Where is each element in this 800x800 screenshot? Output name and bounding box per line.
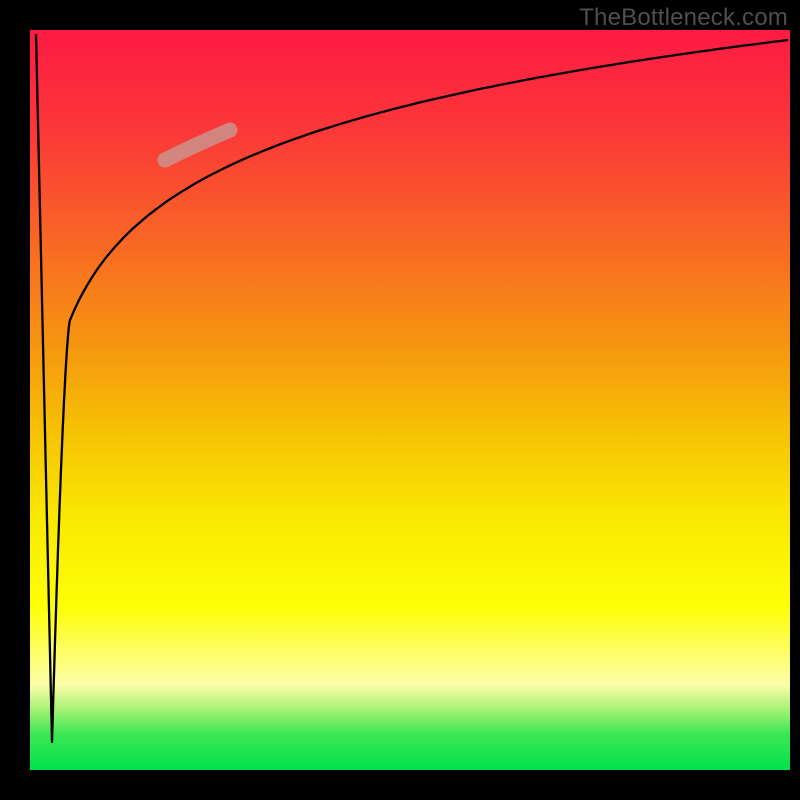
plot-area	[30, 30, 790, 770]
highlight-segment	[165, 130, 230, 160]
chart-curves	[30, 30, 790, 770]
bottleneck-curve	[36, 34, 788, 742]
watermark-text: TheBottleneck.com	[579, 4, 788, 32]
